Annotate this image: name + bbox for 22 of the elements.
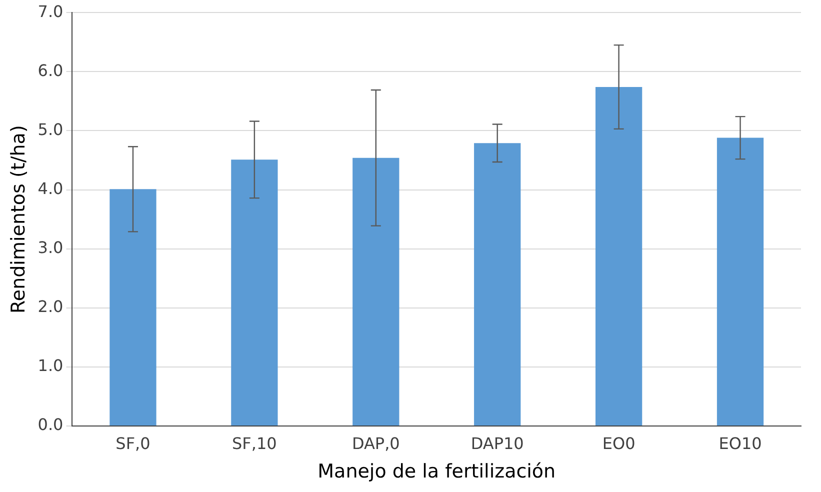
y-tick-label: 1.0 xyxy=(38,356,64,376)
x-axis-title: Manejo de la fertilización xyxy=(318,460,556,483)
x-tick-label: EO0 xyxy=(602,434,636,453)
y-tick-label: 5.0 xyxy=(38,120,64,139)
x-tick-label: EO10 xyxy=(718,434,762,453)
bar xyxy=(352,158,400,426)
y-tick-label: 0.0 xyxy=(38,415,64,434)
bar xyxy=(231,160,278,426)
y-tick-label: 6.0 xyxy=(38,60,64,80)
bar xyxy=(110,189,156,426)
x-tick-label: SF,10 xyxy=(232,434,277,453)
y-tick-label: 4.0 xyxy=(38,178,64,198)
y-tick-label: 7.0 xyxy=(38,2,64,21)
x-tick-label: SF,0 xyxy=(116,434,150,453)
y-tick-label: 2.0 xyxy=(38,297,64,316)
y-tick-label: 3.0 xyxy=(38,238,64,257)
bar xyxy=(474,143,521,426)
bar xyxy=(595,87,642,426)
y-axis-title: Rendimientos (t/ha) xyxy=(7,125,30,314)
x-tick-label: DAP,0 xyxy=(352,434,400,453)
bar xyxy=(716,138,764,426)
x-tick-label: DAP10 xyxy=(470,434,524,453)
